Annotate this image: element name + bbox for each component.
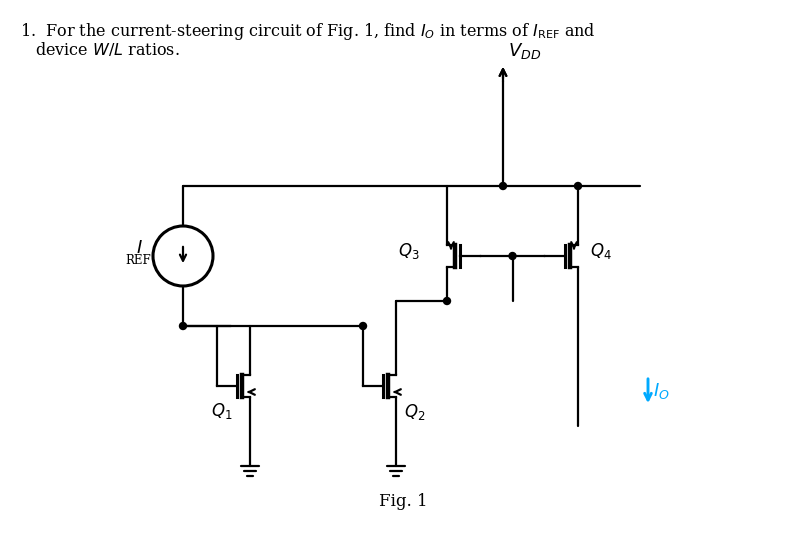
- Circle shape: [359, 322, 367, 330]
- Text: REF: REF: [125, 254, 151, 266]
- Text: device $W/L$ ratios.: device $W/L$ ratios.: [35, 41, 180, 59]
- Circle shape: [443, 297, 451, 305]
- Circle shape: [575, 182, 581, 190]
- Circle shape: [180, 322, 186, 330]
- Text: $I$: $I$: [136, 239, 143, 257]
- Text: $V_{DD}$: $V_{DD}$: [508, 41, 541, 61]
- Text: $I_O$: $I_O$: [653, 381, 670, 401]
- Circle shape: [500, 182, 506, 190]
- Text: $Q_4$: $Q_4$: [590, 241, 612, 261]
- Text: $Q_1$: $Q_1$: [211, 401, 233, 421]
- Text: $Q_2$: $Q_2$: [404, 402, 426, 422]
- Text: Fig. 1: Fig. 1: [379, 493, 427, 509]
- Text: $Q_3$: $Q_3$: [398, 241, 420, 261]
- Circle shape: [509, 252, 516, 260]
- Text: 1.  For the current-steering circuit of Fig. 1, find $I_O$ in terms of $I_\mathr: 1. For the current-steering circuit of F…: [20, 21, 596, 42]
